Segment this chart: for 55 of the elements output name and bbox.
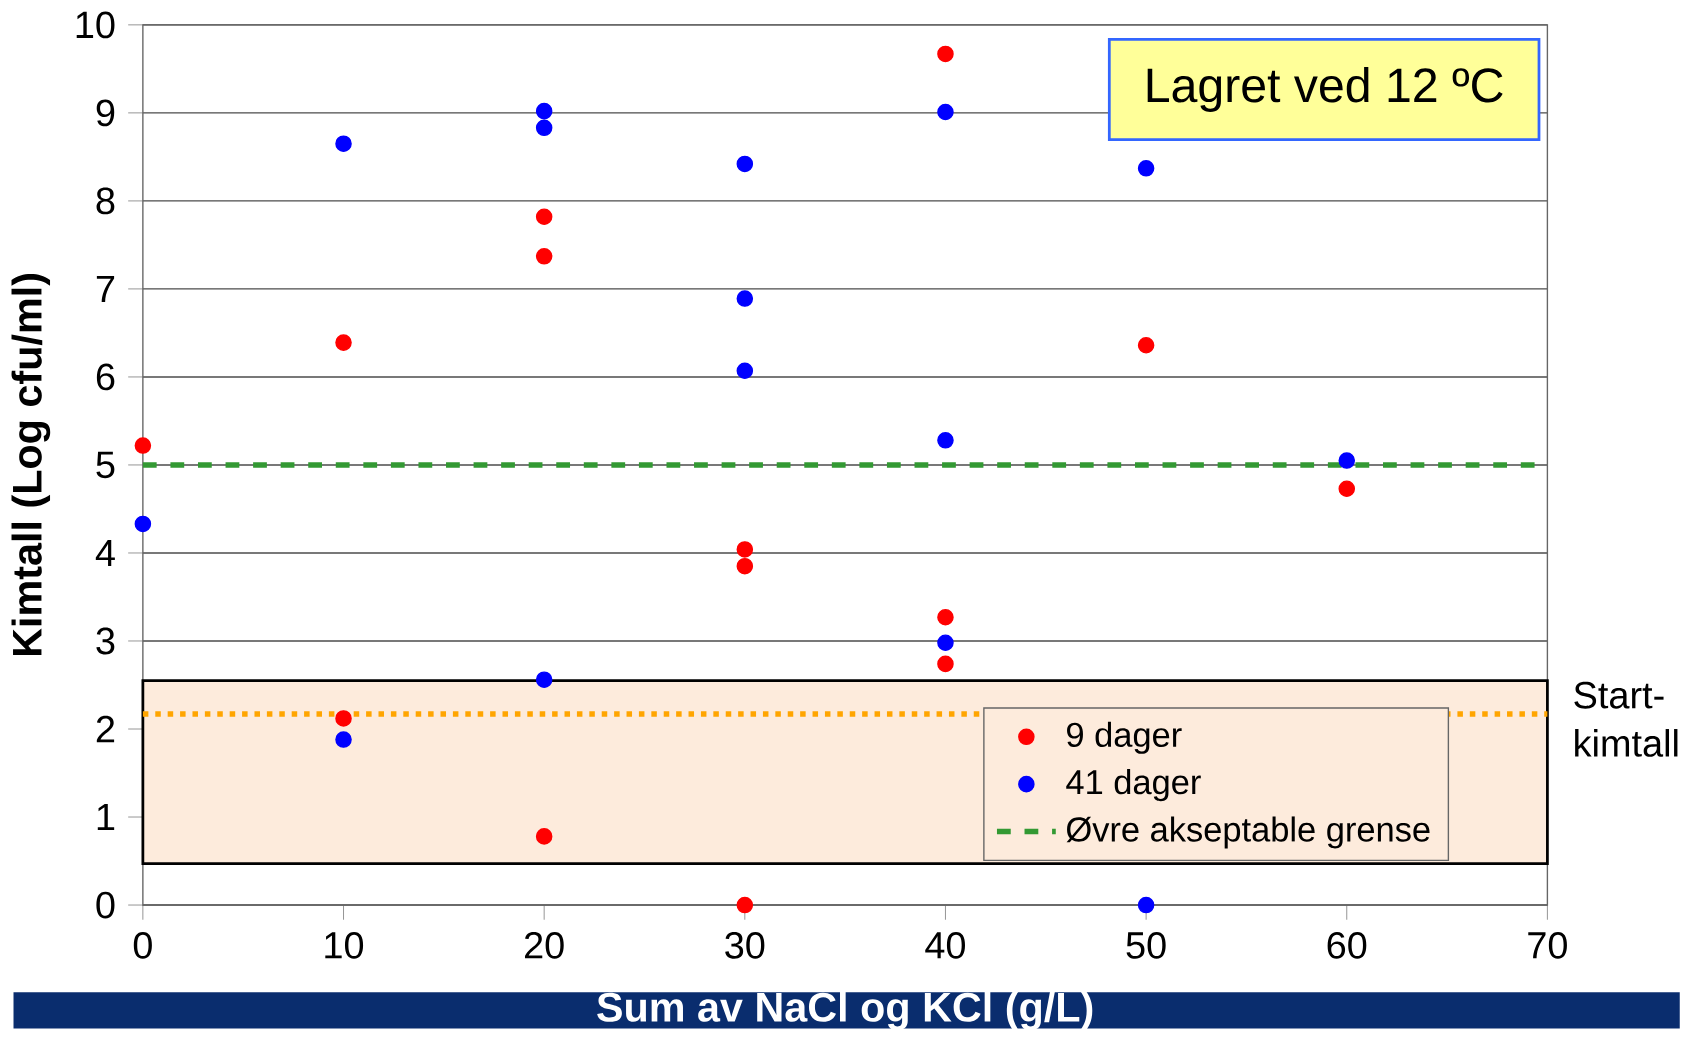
y-tick-label: 9 — [96, 99, 115, 127]
x-tick-label: 60 — [1327, 932, 1367, 959]
y-axis-title: Kimtall (Log cfu/ml) — [11, 274, 51, 656]
point — [335, 135, 352, 153]
point — [1137, 337, 1155, 354]
point — [736, 541, 754, 558]
point — [535, 248, 553, 265]
point — [535, 828, 553, 845]
point — [134, 515, 152, 533]
y-tick-label: 4 — [95, 540, 115, 567]
point — [937, 432, 954, 449]
point — [937, 103, 954, 121]
point — [736, 362, 754, 380]
x-tick-label: 20 — [524, 932, 564, 959]
point — [535, 208, 553, 226]
y-tick-label: 10 — [76, 11, 115, 39]
x-tick-label: 70 — [1528, 932, 1567, 959]
point — [937, 634, 954, 652]
point — [1137, 160, 1155, 177]
point — [736, 896, 754, 914]
point — [335, 710, 352, 727]
y-tick-label: 7 — [96, 276, 115, 303]
x-tick-label: 50 — [1126, 932, 1166, 959]
point — [535, 102, 553, 120]
y-tick-label: 0 — [96, 891, 115, 919]
y-tick-label: 5 — [96, 451, 115, 479]
y-tick-label: 1 — [97, 804, 115, 831]
point — [535, 119, 553, 137]
point — [134, 437, 152, 454]
point — [335, 731, 352, 748]
point — [937, 609, 954, 626]
band-label: Start-kimtall — [1574, 681, 1678, 757]
point — [535, 671, 553, 689]
point — [1137, 896, 1155, 914]
x-axis-title: Sum av NaCl og KCl (g/L) — [597, 991, 1093, 1031]
point — [335, 334, 352, 351]
point — [937, 45, 954, 63]
y-tick-label: 6 — [96, 363, 115, 391]
legend-label: 9 dager — [1067, 721, 1182, 754]
legend-label: 41 dager — [1066, 769, 1201, 802]
x-tick-label: 10 — [325, 932, 364, 959]
y-tick-label: 2 — [96, 715, 115, 743]
point — [1338, 480, 1356, 498]
point — [736, 558, 754, 575]
legend-label: Øvre akseptable grense — [1066, 816, 1430, 849]
x-tick-label: 30 — [725, 932, 765, 959]
y-tick-label: 3 — [96, 627, 115, 655]
point — [937, 655, 954, 673]
y-tick-label: 8 — [96, 187, 115, 215]
x-tick-label: 40 — [925, 932, 966, 959]
point — [736, 155, 754, 173]
point — [1338, 452, 1356, 469]
point — [736, 290, 754, 307]
annotation: Lagret ved 12 ºC — [1147, 67, 1503, 113]
x-tick-label: 0 — [133, 932, 152, 959]
